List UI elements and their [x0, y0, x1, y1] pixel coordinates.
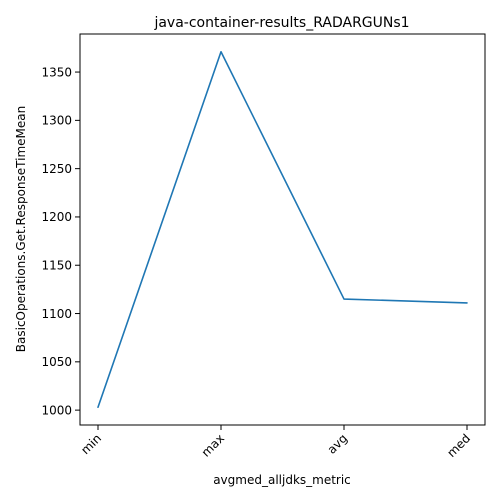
- y-axis: 1000 1050 1100 1150 1200 1250 1300 1350: [41, 65, 80, 417]
- plot-frame: [79, 33, 486, 426]
- series-layer: [97, 50, 468, 409]
- y-tick-label: 1050: [41, 355, 72, 369]
- y-tick-label: 1200: [41, 210, 72, 224]
- x-axis: min max avg med: [78, 425, 473, 460]
- x-tick-label-max: max: [199, 431, 227, 459]
- series-line-0: [97, 50, 468, 409]
- y-tick-label: 1300: [41, 114, 72, 128]
- y-tick-label: 1100: [41, 307, 72, 321]
- x-axis-label: avgmed_alljdks_metric: [213, 473, 351, 487]
- chart-title: java-container-results_RADARGUNs1: [153, 15, 409, 31]
- y-tick-label: 1150: [41, 259, 72, 273]
- y-tick-label: 1250: [41, 162, 72, 176]
- y-tick-label: 1000: [41, 403, 72, 417]
- y-axis-label: BasicOperations.Get.ResponseTimeMean: [14, 106, 28, 352]
- x-tick-label-med: med: [444, 431, 473, 460]
- y-tick-label: 1350: [41, 65, 72, 79]
- x-tick-label-min: min: [78, 431, 104, 457]
- x-tick-label-avg: avg: [325, 431, 351, 457]
